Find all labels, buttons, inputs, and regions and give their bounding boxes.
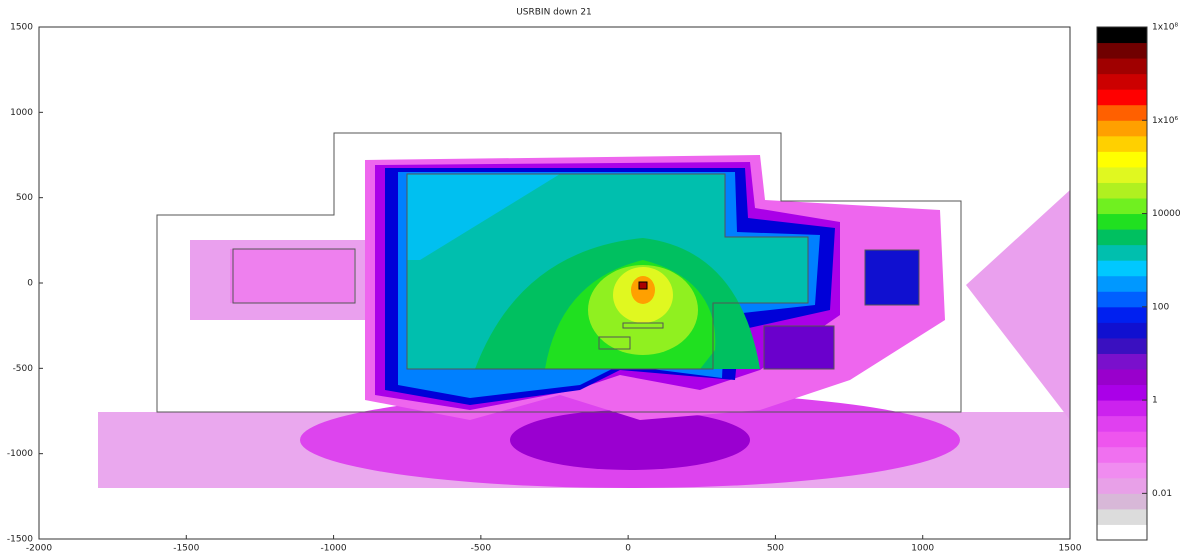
- geometry-outline: [763, 325, 835, 370]
- y-tick-label: 1500: [10, 23, 33, 33]
- colorbar-band: [1097, 89, 1147, 106]
- colorbar-band: [1097, 291, 1147, 308]
- x-tick-label: 500: [767, 544, 784, 553]
- y-tick-label: -1500: [7, 535, 33, 545]
- colorbar-band: [1097, 508, 1147, 525]
- colorbar-band: [1097, 260, 1147, 277]
- field-region: [764, 326, 834, 369]
- y-tick-label: 1000: [10, 108, 33, 118]
- colorbar-band: [1097, 27, 1147, 44]
- field-region: [631, 276, 655, 304]
- y-tick-label: -500: [13, 364, 34, 374]
- geometry-outline: [622, 322, 664, 329]
- field-region: [865, 250, 919, 305]
- colorbar-band: [1097, 462, 1147, 479]
- x-tick-label: 1000: [911, 544, 934, 553]
- colorbar-band: [1097, 337, 1147, 354]
- colorbar-band: [1097, 353, 1147, 370]
- colorbar-band: [1097, 431, 1147, 448]
- colorbar-band: [1097, 400, 1147, 417]
- colorbar-band: [1097, 58, 1147, 75]
- colorbar-tick-label: 10000: [1152, 209, 1181, 219]
- field-region: [230, 249, 354, 303]
- colorbar-band: [1097, 151, 1147, 168]
- colorbar-band: [1097, 477, 1147, 494]
- geometry-outline: [232, 248, 356, 304]
- colorbar-band: [1097, 493, 1147, 510]
- colorbar-band: [1097, 415, 1147, 432]
- colorbar-band: [1097, 384, 1147, 401]
- x-tick-label: -500: [471, 544, 492, 553]
- colorbar-tick-label: 100: [1152, 302, 1169, 312]
- y-tick-label: 500: [16, 193, 33, 203]
- colorbar-band: [1097, 369, 1147, 386]
- geometry-outline: [406, 173, 809, 370]
- heatmap-field: [98, 155, 1070, 488]
- y-tick-label: -1000: [7, 449, 33, 459]
- x-tick-label: -1000: [320, 544, 346, 553]
- colorbar-band: [1097, 166, 1147, 183]
- chart-title: USRBIN down 21: [516, 8, 592, 18]
- colorbar-tick-label: 0.01: [1152, 489, 1172, 499]
- colorbar-band: [1097, 198, 1147, 215]
- colorbar-band: [1097, 135, 1147, 152]
- colorbar-band: [1097, 213, 1147, 230]
- colorbar-band: [1097, 104, 1147, 121]
- geometry-outline: [156, 132, 962, 413]
- colorbar-tick-label: 1x10⁶: [1152, 116, 1179, 126]
- colorbar-band: [1097, 229, 1147, 246]
- geometry-outline: [598, 336, 631, 350]
- colorbar-band: [1097, 73, 1147, 90]
- colorbar-band: [1097, 42, 1147, 59]
- colorbar-band: [1097, 244, 1147, 261]
- colorbar-tick-label: 1x10⁸: [1152, 23, 1179, 33]
- colorbar-frame: [1096, 26, 1148, 541]
- colorbar-band: [1097, 322, 1147, 339]
- geometry: [156, 132, 962, 413]
- colorbar-band: [1097, 182, 1147, 199]
- x-tick-label: -1500: [173, 544, 199, 553]
- colorbar-band: [1097, 524, 1147, 541]
- colorbar-band: [1097, 306, 1147, 323]
- colorbar-band: [1097, 120, 1147, 137]
- field-region: [510, 410, 750, 470]
- y-tick-label: 0: [27, 279, 33, 289]
- colorbar-band: [1097, 275, 1147, 292]
- field-region: [638, 281, 648, 290]
- colorbar-band: [1097, 446, 1147, 463]
- field-region: [966, 190, 1070, 420]
- x-tick-label: 1500: [1059, 544, 1082, 553]
- field-region: [407, 174, 560, 260]
- geometry-outline: [864, 249, 920, 306]
- colorbar-tick-label: 1: [1152, 396, 1158, 406]
- x-tick-label: 0: [625, 544, 631, 553]
- x-tick-label: -2000: [26, 544, 52, 553]
